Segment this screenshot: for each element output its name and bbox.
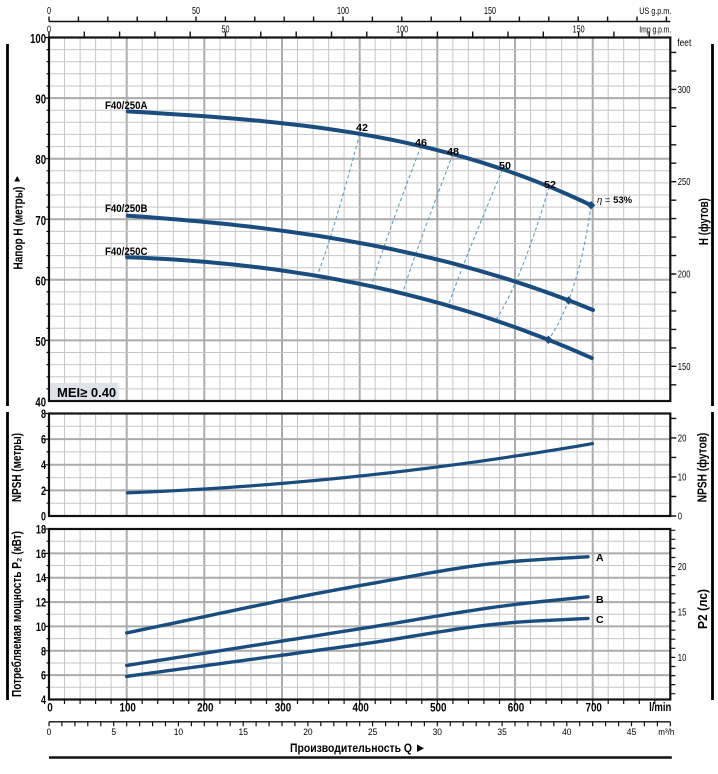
svg-text:8: 8 <box>41 644 46 658</box>
svg-text:45: 45 <box>627 727 636 737</box>
svg-text:300: 300 <box>678 84 691 96</box>
svg-text:NPSH (футов): NPSH (футов) <box>696 433 710 503</box>
svg-text:10: 10 <box>174 727 183 737</box>
svg-text:MEI≥ 0.40: MEI≥ 0.40 <box>57 385 116 400</box>
svg-text:30: 30 <box>433 727 442 737</box>
svg-text:48: 48 <box>447 146 459 158</box>
svg-text:0: 0 <box>47 5 51 17</box>
svg-text:100: 100 <box>30 31 46 46</box>
svg-text:250: 250 <box>678 176 691 188</box>
svg-text:150: 150 <box>573 24 585 36</box>
svg-text:50: 50 <box>222 24 230 36</box>
svg-text:18: 18 <box>36 523 46 537</box>
svg-text:0: 0 <box>41 510 46 524</box>
svg-text:52: 52 <box>544 179 556 191</box>
svg-text:A: A <box>596 552 604 564</box>
svg-text:feet: feet <box>677 38 691 49</box>
svg-text:20: 20 <box>678 561 687 573</box>
svg-text:700: 700 <box>586 701 603 715</box>
svg-text:100: 100 <box>337 5 349 17</box>
svg-text:5: 5 <box>111 727 116 737</box>
svg-text:10: 10 <box>36 620 46 634</box>
svg-text:l/min: l/min <box>649 700 671 714</box>
svg-text:46: 46 <box>415 137 427 149</box>
svg-text:14: 14 <box>36 571 46 585</box>
svg-text:50: 50 <box>499 160 511 172</box>
svg-text:F40/250C: F40/250C <box>105 246 148 258</box>
svg-text:F40/250A: F40/250A <box>105 100 148 112</box>
svg-text:90: 90 <box>35 92 46 107</box>
svg-text:40: 40 <box>562 727 571 737</box>
svg-text:0: 0 <box>47 701 53 715</box>
svg-text:200: 200 <box>197 701 214 715</box>
svg-text:400: 400 <box>353 701 370 715</box>
svg-text:NPSH (метры): NPSH (метры) <box>10 433 24 502</box>
svg-text:300: 300 <box>275 701 292 715</box>
svg-text:200: 200 <box>678 269 691 281</box>
svg-text:15: 15 <box>678 607 687 619</box>
svg-text:H (футов): H (футов) <box>696 198 711 245</box>
svg-text:Потребляемая мощность P₂ (кВт): Потребляемая мощность P₂ (кВт) <box>10 531 24 697</box>
svg-text:10: 10 <box>678 652 687 664</box>
svg-text:16: 16 <box>36 547 46 561</box>
svg-text:6: 6 <box>41 669 46 683</box>
svg-text:10: 10 <box>678 471 687 483</box>
svg-text:500: 500 <box>430 701 447 715</box>
svg-text:150: 150 <box>678 361 691 373</box>
svg-text:Напор H (метры): Напор H (метры) <box>12 187 26 270</box>
svg-text:100: 100 <box>396 24 408 36</box>
svg-text:m³/h: m³/h <box>658 727 674 738</box>
svg-text:η = 53%: η = 53% <box>597 195 633 206</box>
svg-text:Imp g.p.m.: Imp g.p.m. <box>639 25 671 36</box>
svg-text:70: 70 <box>35 213 46 228</box>
svg-text:20: 20 <box>303 727 312 737</box>
svg-text:B: B <box>596 594 604 606</box>
svg-text:4: 4 <box>41 693 46 707</box>
svg-text:C: C <box>596 614 604 626</box>
svg-text:8: 8 <box>41 407 46 421</box>
svg-text:20: 20 <box>678 432 687 444</box>
svg-text:40: 40 <box>35 395 46 410</box>
svg-text:Производительность Q: Производительность Q <box>290 741 412 755</box>
svg-text:60: 60 <box>35 273 46 288</box>
svg-text:100: 100 <box>120 701 137 715</box>
svg-text:0: 0 <box>678 511 682 523</box>
svg-text:2: 2 <box>41 484 46 498</box>
svg-text:42: 42 <box>356 122 368 134</box>
svg-text:4: 4 <box>41 458 46 472</box>
svg-text:15: 15 <box>239 727 248 737</box>
svg-text:P2 (лс): P2 (лс) <box>696 589 710 629</box>
svg-text:35: 35 <box>497 727 506 737</box>
svg-text:12: 12 <box>36 596 46 610</box>
svg-text:0: 0 <box>47 24 51 36</box>
svg-text:50: 50 <box>192 5 200 17</box>
svg-text:F40/250B: F40/250B <box>105 203 148 215</box>
svg-text:80: 80 <box>35 152 46 167</box>
svg-text:25: 25 <box>368 727 377 737</box>
svg-text:0: 0 <box>47 727 52 737</box>
svg-text:50: 50 <box>35 334 46 349</box>
svg-text:6: 6 <box>41 433 46 447</box>
svg-text:600: 600 <box>508 701 525 715</box>
svg-text:US g.p.m.: US g.p.m. <box>639 6 671 17</box>
svg-text:150: 150 <box>484 5 496 17</box>
